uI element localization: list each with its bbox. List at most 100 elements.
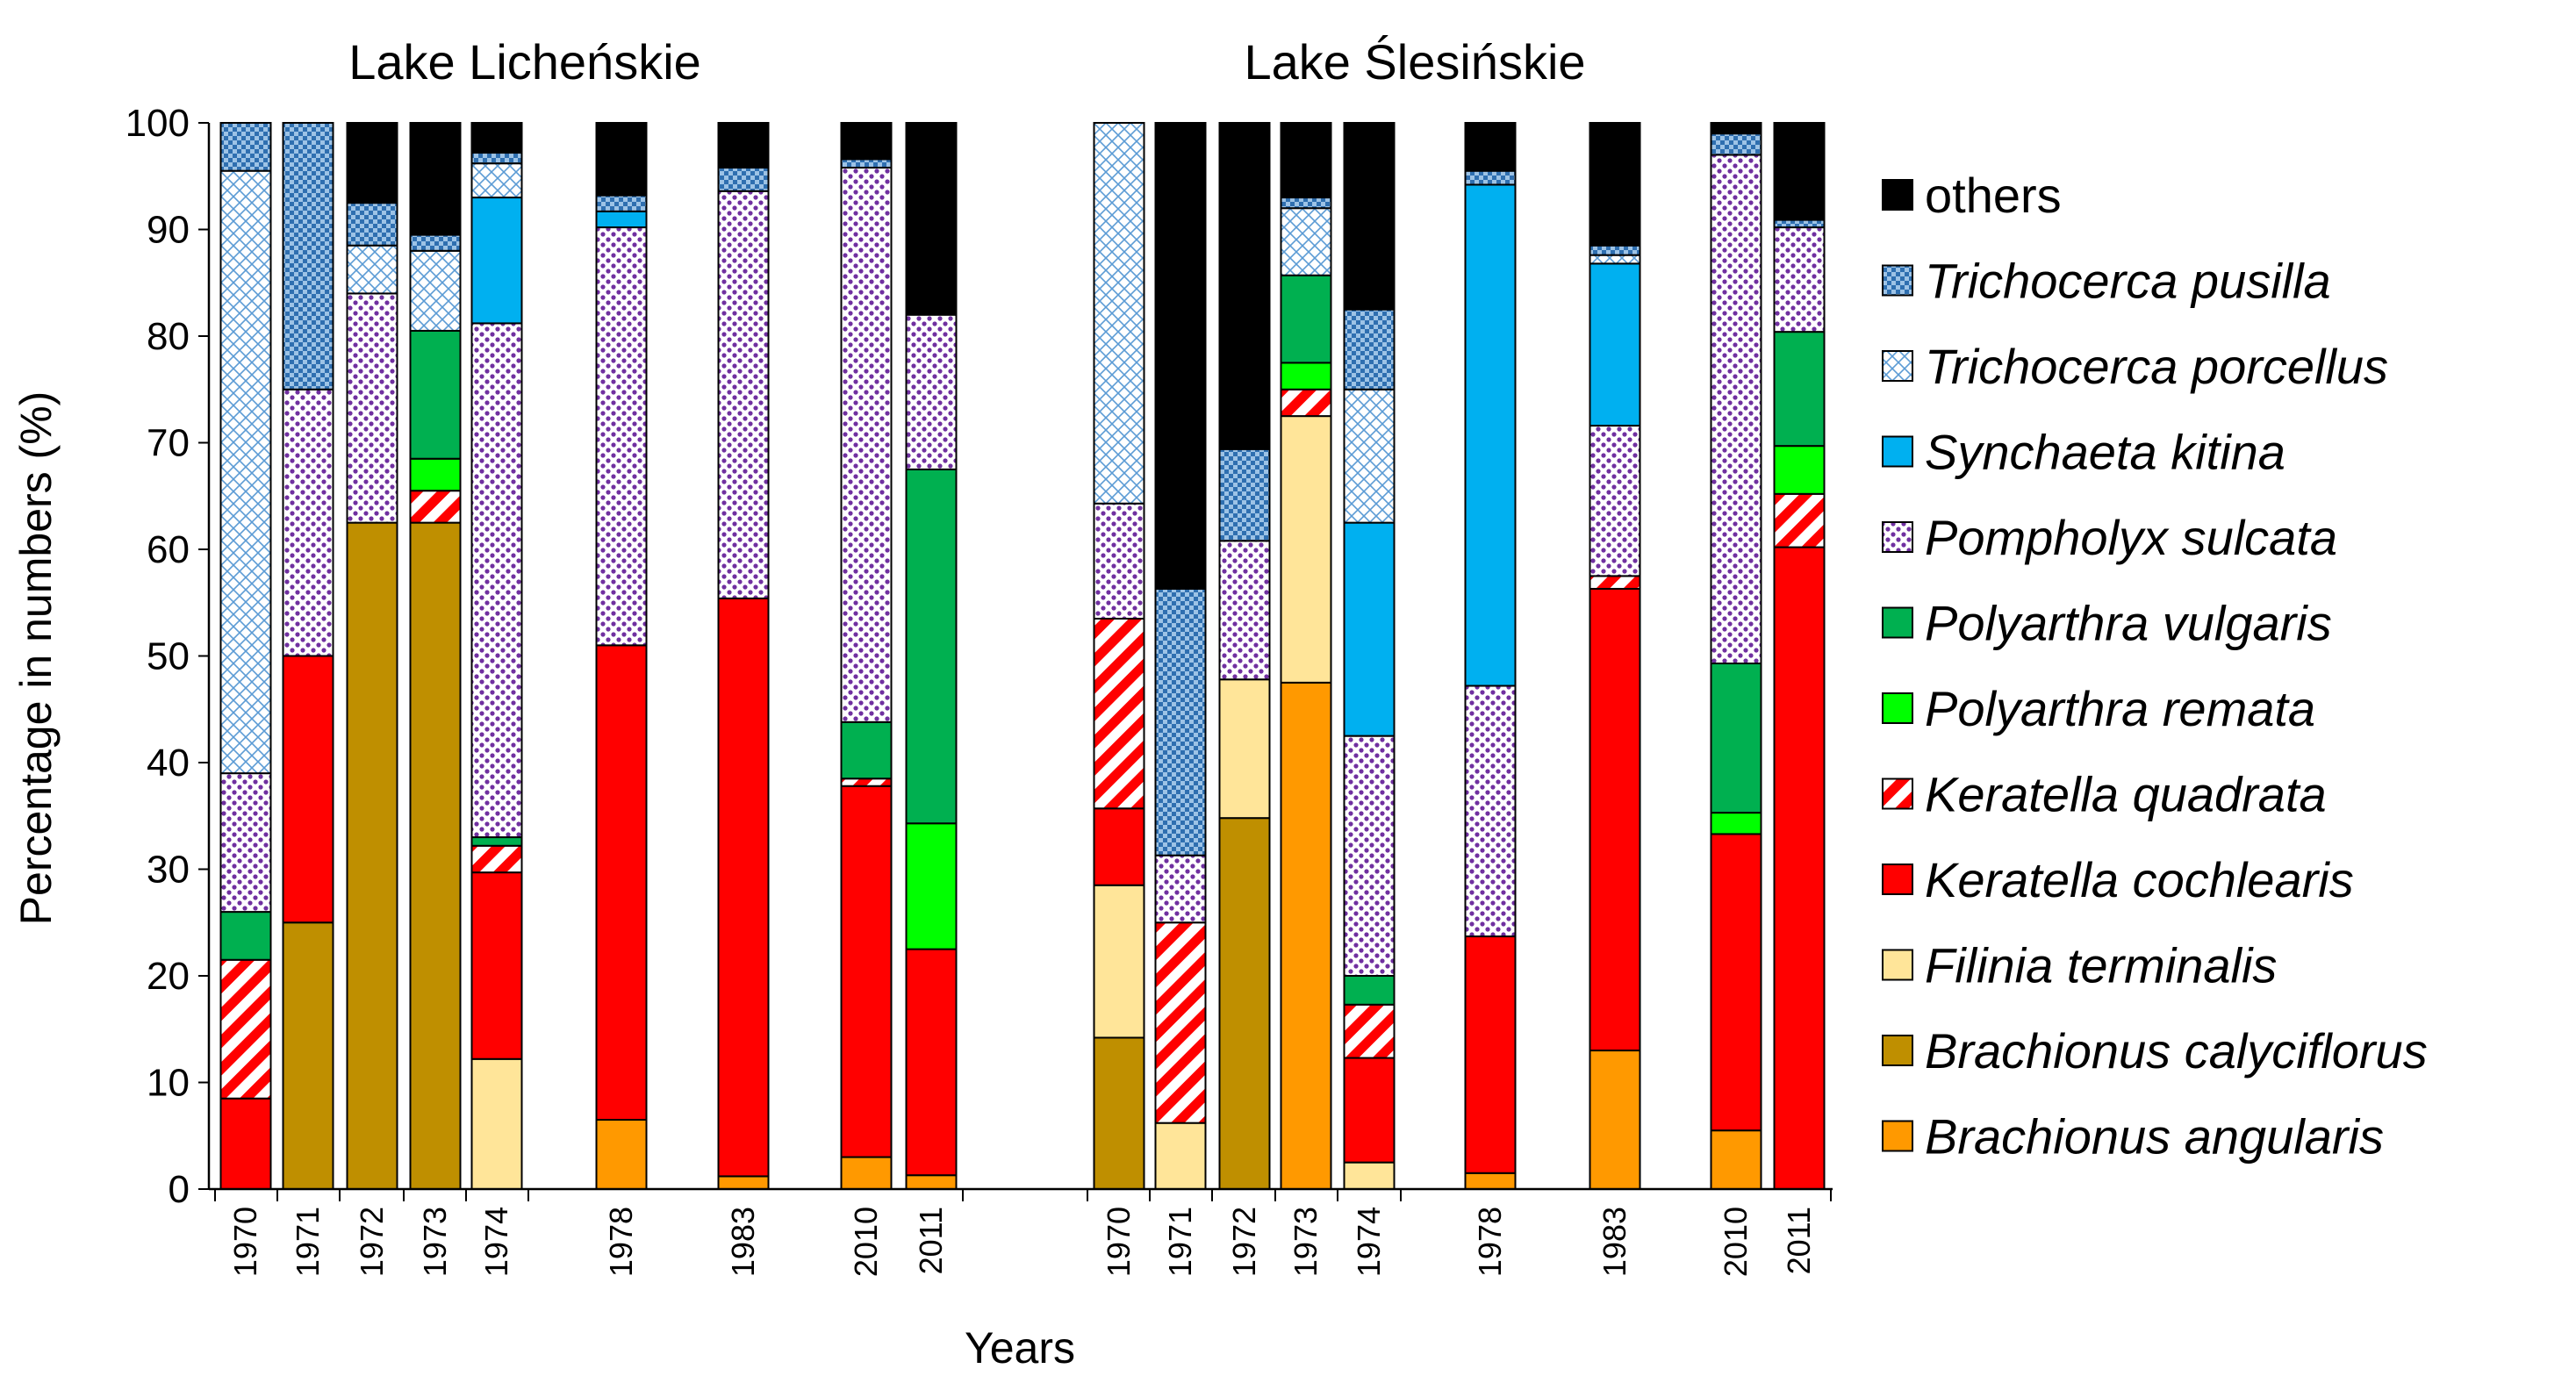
bar-0-1973	[409, 122, 462, 1190]
segment-trichocerca-pusilla	[1773, 219, 1826, 229]
segment-trichocerca-pusilla	[470, 152, 523, 165]
segment-pompholyx-sulcata	[1773, 226, 1826, 333]
segment-polyarthra-remata	[1773, 445, 1826, 495]
x-tick-label: 2011	[1781, 1207, 1817, 1274]
bars	[219, 122, 1826, 1191]
segment-keratella-cochlearis	[1589, 587, 1641, 1052]
segment-keratella-quadrata	[840, 778, 893, 787]
segment-brachionus-angularis	[840, 1156, 893, 1191]
segment-keratella-cochlearis	[1343, 1057, 1396, 1164]
segment-others	[595, 122, 648, 197]
segment-keratella-cochlearis	[840, 785, 893, 1158]
segment-others	[1343, 122, 1396, 311]
segment-others	[1589, 122, 1641, 247]
segment-keratella-quadrata	[470, 844, 523, 874]
segment-keratella-quadrata	[1773, 492, 1826, 548]
segment-trichocerca-porcellus	[470, 162, 523, 199]
legend-label: Brachionus calyciflorus	[1925, 1023, 2428, 1079]
segment-keratella-quadrata	[1280, 388, 1332, 418]
legend-item-brachionus-angularis: Brachionus angularis	[1882, 1109, 2384, 1165]
legend-item-synchaeta-kitina: Synchaeta kitina	[1882, 425, 2285, 480]
segment-trichocerca-pusilla	[840, 158, 893, 169]
segment-keratella-cochlearis	[1710, 833, 1762, 1132]
x-tick-label: 1970	[1101, 1207, 1137, 1277]
legend-swatch	[1882, 350, 1913, 382]
bar-1-1970	[1093, 122, 1145, 1190]
bar-0-2011	[905, 122, 958, 1190]
segment-keratella-quadrata	[219, 958, 272, 1100]
x-tick-label: 1983	[725, 1207, 761, 1277]
segment-synchaeta-kitina	[1589, 262, 1641, 427]
segment-keratella-cochlearis	[282, 655, 334, 924]
bar-1-2010	[1710, 122, 1762, 1191]
legend-swatch	[1882, 778, 1913, 810]
segment-pompholyx-sulcata	[282, 388, 334, 657]
x-tick-label: 1970	[227, 1207, 263, 1277]
bar-0-2010	[840, 122, 893, 1191]
legend-item-trichocerca-pusilla: Trichocerca pusilla	[1882, 254, 2331, 309]
bar-1-1971	[1154, 122, 1207, 1191]
legend-item-others: others	[1882, 168, 2062, 223]
panel-titles: Lake Licheńskie Lake Ślesińskie	[348, 34, 1585, 90]
bar-1-2011	[1773, 122, 1826, 1190]
axes	[207, 123, 1833, 1201]
segment-trichocerca-pusilla	[409, 233, 462, 252]
segment-filinia-terminalis	[1280, 415, 1332, 684]
x-tick-label: 2010	[848, 1207, 884, 1277]
segment-pompholyx-sulcata	[905, 313, 958, 470]
y-tick-label: 100	[126, 102, 190, 145]
segment-others	[1218, 122, 1271, 450]
segment-trichocerca-pusilla	[282, 122, 334, 391]
x-tick-label: 1978	[1472, 1207, 1508, 1277]
x-tick-label: 1973	[1288, 1207, 1324, 1277]
x-tick-label: 2011	[913, 1207, 949, 1274]
legend-swatch	[1882, 264, 1913, 297]
x-tick-label: 1978	[603, 1207, 639, 1277]
x-axis-ticks: 1970 1971 1972 1973 1974 1978 1983 2010 2011 1970…	[227, 1207, 1817, 1277]
y-tick-label: 40	[147, 742, 190, 785]
legend-label: others	[1925, 168, 2062, 223]
segment-keratella-quadrata	[1343, 1003, 1396, 1059]
segment-others	[470, 122, 523, 154]
segment-keratella-quadrata	[1589, 575, 1641, 590]
segment-synchaeta-kitina	[595, 210, 648, 229]
segment-brachionus-calyciflorus	[282, 921, 334, 1190]
segment-keratella-cochlearis	[1773, 546, 1826, 1190]
segment-filinia-terminalis	[1218, 678, 1271, 820]
segment-brachionus-calyciflorus	[1218, 817, 1271, 1190]
segment-trichocerca-pusilla	[1218, 448, 1271, 542]
segment-others	[1773, 122, 1826, 221]
panel-title-lichenskie: Lake Licheńskie	[348, 34, 701, 90]
y-axis-label: Percentage in numbers (%)	[11, 391, 61, 926]
segment-polyarthra-remata	[1280, 362, 1332, 391]
segment-trichocerca-pusilla	[1589, 244, 1641, 256]
bar-0-1971	[282, 122, 334, 1190]
segment-pompholyx-sulcata	[1710, 154, 1762, 665]
legend: others Trichocerca pusilla Trichocerca por…	[1882, 168, 2428, 1165]
segment-trichocerca-pusilla	[717, 167, 770, 192]
segment-keratella-cochlearis	[1093, 807, 1145, 886]
segment-polyarthra-vulgaris	[409, 329, 462, 460]
segment-trichocerca-porcellus	[219, 169, 272, 775]
segment-trichocerca-pusilla	[219, 122, 272, 172]
segment-polyarthra-remata	[905, 822, 958, 950]
segment-brachionus-calyciflorus	[1093, 1036, 1145, 1190]
segment-brachionus-angularis	[1280, 681, 1332, 1190]
segment-polyarthra-vulgaris	[1710, 663, 1762, 814]
segment-trichocerca-porcellus	[409, 249, 462, 332]
segment-filinia-terminalis	[1154, 1122, 1207, 1191]
y-tick-label: 60	[147, 528, 190, 571]
segment-brachionus-angularis	[1710, 1129, 1762, 1191]
segment-keratella-cochlearis	[219, 1097, 272, 1190]
legend-swatch	[1882, 692, 1913, 724]
bar-0-1972	[346, 122, 398, 1190]
segment-others	[1154, 122, 1207, 590]
legend-label: Keratella quadrata	[1925, 767, 2327, 822]
segment-trichocerca-porcellus	[1343, 388, 1396, 524]
segment-keratella-cochlearis	[470, 871, 523, 1060]
y-tick-label: 80	[147, 315, 190, 358]
y-tick-label: 90	[147, 209, 190, 252]
segment-filinia-terminalis	[1093, 884, 1145, 1039]
segment-others	[1710, 122, 1762, 135]
